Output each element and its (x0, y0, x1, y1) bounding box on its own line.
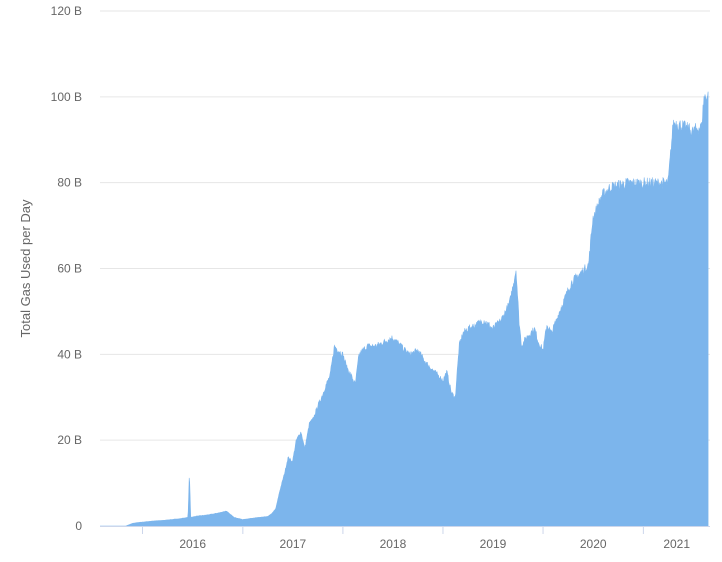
y-tick-label: 60 B (57, 262, 82, 276)
y-tick-label: 80 B (57, 176, 82, 190)
x-axis-labels: 2016 2017 2018 2019 2020 2021 (179, 537, 690, 551)
y-axis: 0 20 B 40 B 60 B 80 B 100 B 120 B (51, 4, 83, 533)
y-tick-label: 40 B (57, 347, 82, 361)
y-tick-label: 20 B (57, 433, 82, 447)
x-tick-label: 2018 (380, 537, 407, 551)
x-tick-label: 2017 (280, 537, 307, 551)
x-tick-label: 2021 (663, 537, 690, 551)
x-tick-label: 2019 (480, 537, 507, 551)
y-axis-title: Total Gas Used per Day (18, 199, 33, 338)
y-tick-label: 0 (75, 519, 82, 533)
x-axis (100, 526, 710, 534)
x-tick-label: 2016 (179, 537, 206, 551)
y-tick-label: 100 B (51, 90, 82, 104)
x-tick-label: 2020 (580, 537, 607, 551)
area-series-0 (100, 91, 709, 527)
y-tick-label: 120 B (51, 4, 82, 18)
plot-area (100, 91, 709, 527)
